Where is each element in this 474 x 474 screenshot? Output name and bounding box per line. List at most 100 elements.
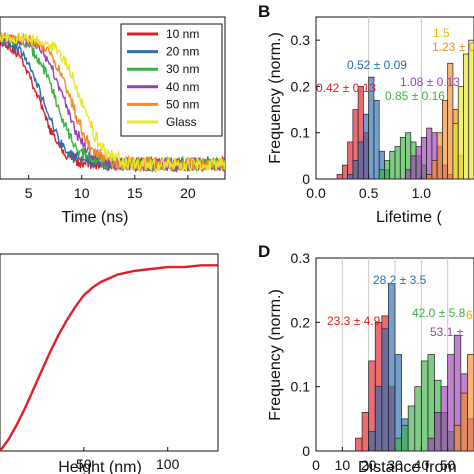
hist-bar [467,354,474,452]
legend-entries: 10 nm 20 nm 30 nm 40 nm 50 nm Glass [127,27,199,129]
hist-bar [436,132,443,180]
y-tick-label: 0.2 [291,78,311,94]
panel-c-axes [0,253,219,452]
hist-bar [357,141,364,180]
x-tick-label: 1.0 [412,185,432,201]
annotation-label: 6 [466,308,473,322]
hist-bar [457,86,464,180]
hist-bar [447,354,455,452]
height-curve [0,264,218,452]
panel-a-axes [0,16,226,180]
panel-b-ylabel: Frequency (norm.) [267,32,284,164]
x-tick-label: 10 [335,457,351,473]
y-tick-label: 0.1 [291,379,311,395]
panel-c-xlabel: Height (nm) [58,459,142,474]
hist-bar [381,328,389,452]
hist-bar [427,437,435,452]
hist-bar [399,136,406,180]
panel-b-xlabel: Lifetime ( [376,209,442,226]
legend-label: 30 nm [166,62,199,76]
panel-d-bars [355,283,474,452]
x-tick-label: 100 [156,456,180,472]
hist-bar [468,39,474,180]
hist-bar [407,405,416,452]
hist-bar [401,424,409,452]
y-tick-label: 0.3 [291,32,311,48]
x-tick-label: 40 [414,457,430,473]
annotation-label: 1.08 ± 0.13 [400,75,460,89]
panel-a: 5 10 15 20 Time (ns) 10 nm 20 nm 30 nm 40 nm 50… [0,16,226,226]
hist-bar [355,437,363,452]
hist-bar [431,160,438,180]
hist-bar [336,174,343,180]
hist-bar [394,437,402,452]
hist-bar [368,431,376,452]
annotation-label: 1.5 [433,26,450,40]
panel-a-ticks: 5 10 15 20 [25,175,196,201]
hist-bar [394,354,402,452]
x-tick-label: 5 [25,185,33,201]
hist-bar [442,99,449,180]
panel-a-legend: 10 nm 20 nm 30 nm 40 nm 50 nm Glass [120,23,223,137]
hist-bar [463,53,470,180]
x-tick-label: 50 [76,456,92,472]
hist-bar [378,169,385,180]
hist-bar [426,174,433,180]
x-tick-label: 0.0 [306,185,326,201]
annotation-label: 42.0 ± 5.8 [412,306,466,320]
panel-a-xlabel: Time (ns) [62,209,129,226]
x-tick-label: 0.5 [359,185,379,201]
decay-line [0,33,225,173]
hist-bar [347,174,354,180]
annotation-label: 28.2 ± 3.5 [373,273,427,287]
decay-line [0,31,225,173]
x-tick-label: 20 [180,185,196,201]
x-tick-label: 50 [440,457,456,473]
hist-bar [341,164,348,180]
panel-d-xlabel: Distance from [358,459,457,474]
y-tick-label: 0.3 [291,250,311,266]
panel-a-series [0,31,225,173]
hist-bar [453,424,462,452]
hist-bar [374,386,383,452]
panel-d-ticks: 0 10 20 30 40 50 0 0.1 0.2 0.3 [291,250,456,473]
x-tick-label: 30 [387,457,403,473]
panel-b-ticks: 0.0 0.5 1.0 0 0.1 0.2 0.3 [291,32,432,201]
panel-c-series [0,264,218,452]
hist-bar [427,354,435,452]
x-tick-label: 10 [74,185,90,201]
panel-b-bars [336,39,474,180]
panel-d-annotations: 23.3 ± 4.9 28.2 ± 3.5 42.0 ± 5.8 53.1 ±6 [327,273,473,339]
panel-c: 50 100 Height (nm) [0,253,219,474]
hist-bar [420,360,429,452]
hist-bar [388,283,396,452]
panel-d-ylabel: Frequency (norm.) [267,289,284,421]
panel-c-ticks: 50 100 [76,447,180,472]
panel-b: B 0.0 0.5 1.0 0 0.1 0.2 0.3 0.42 ± 0.13 0.52 ± … [258,2,474,226]
hist-bar [460,392,468,452]
hist-bar [373,99,380,180]
y-tick-label: 0.2 [291,314,311,330]
hist-bar [405,169,412,180]
y-tick-label: 0 [302,443,310,459]
x-tick-label: 0 [312,457,320,473]
hist-bar [434,412,442,452]
annotation-label: 0.85 ± 0.16 [385,89,445,103]
hist-bar [410,155,417,180]
x-tick-label: 15 [127,185,143,201]
hist-bar [361,412,370,452]
annotation-label: 53.1 ± [430,325,464,339]
annotation-label: 23.3 ± 4.9 [327,314,381,328]
legend-label: Glass [166,115,197,129]
hist-bar [415,146,422,180]
y-tick-label: 0 [302,171,310,187]
annotation-label: 0.52 ± 0.09 [347,58,407,72]
legend-label: 40 nm [166,80,199,94]
hist-bar [352,160,359,180]
panel-d-letter: D [258,242,270,261]
hist-bar [452,123,459,180]
hist-bar [394,146,401,180]
hist-bar [363,113,370,180]
y-tick-label: 0.1 [291,125,311,141]
